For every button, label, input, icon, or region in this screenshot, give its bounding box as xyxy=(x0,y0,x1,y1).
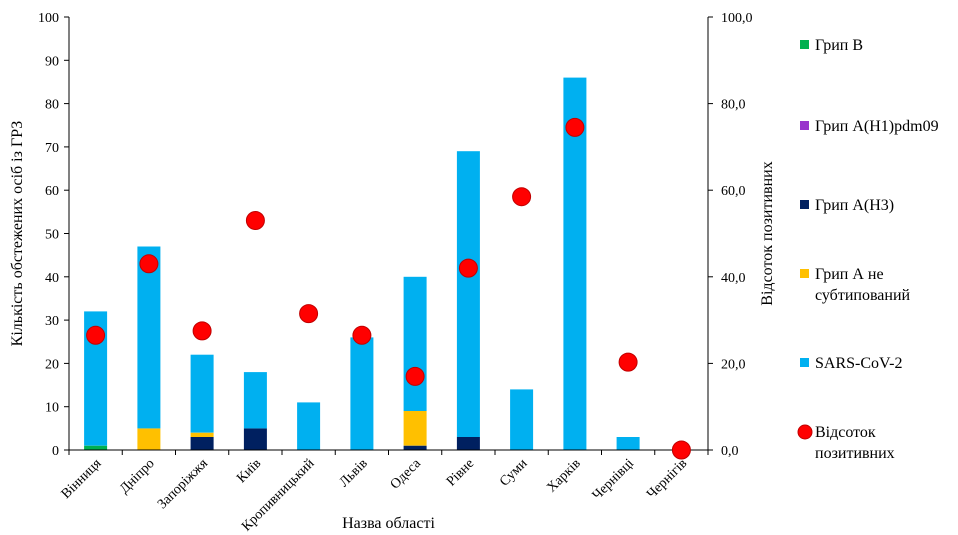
legend-swatch-sars xyxy=(800,358,809,367)
legend: Грип В Грип A(H1)pdm09 Грип A(H3) Грип А не… xyxy=(797,37,939,462)
y-tick-label: 100 xyxy=(38,11,59,26)
y-tick-label: 30 xyxy=(45,314,59,329)
x-tick-label: Рівне xyxy=(444,456,477,489)
y-tick-label: 70 xyxy=(45,141,59,156)
legend-label: позитивних xyxy=(815,445,895,462)
y2-tick-label: 0,0 xyxy=(721,444,739,459)
percent-marker-9 xyxy=(565,117,585,137)
bar-series2-3 xyxy=(243,428,267,450)
y-tick-label: 50 xyxy=(45,228,59,243)
y-tick-label: 20 xyxy=(45,357,59,372)
legend-label: SARS-CoV-2 xyxy=(815,355,902,372)
y2-tick-label: 60,0 xyxy=(721,184,746,199)
legend-item-flu_b: Грип В xyxy=(800,37,863,54)
legend-item-sars: SARS-CoV-2 xyxy=(800,355,902,372)
legend-swatch-flu_b xyxy=(800,40,809,49)
bars-layer xyxy=(84,77,640,450)
legend-item-h1: Грип A(H1)pdm09 xyxy=(800,118,939,135)
markers-layer xyxy=(86,117,691,460)
bar-series3-2 xyxy=(190,432,214,437)
bar-series4-9 xyxy=(563,77,587,450)
bar-series4-2 xyxy=(190,354,214,433)
percent-marker-0 xyxy=(86,325,106,345)
legend-swatch-pct xyxy=(797,424,813,440)
bar-series4-3 xyxy=(243,372,267,429)
y-axis-title: Кількість обстежених осіб із ГРЗ xyxy=(9,121,26,347)
legend-item-a_unsub: Грип А не субтипований xyxy=(800,266,911,304)
percent-marker-7 xyxy=(458,258,478,278)
x-tick-label: Чернігів xyxy=(644,456,690,502)
legend-label: Грип A(H1)pdm09 xyxy=(815,118,939,135)
x-tick-label: Запоріжжя xyxy=(155,456,211,512)
x-tick-label: Львів xyxy=(337,456,371,490)
y-tick-label: 60 xyxy=(45,184,59,199)
legend-label: Відсоток xyxy=(815,424,876,441)
bar-series4-7 xyxy=(456,151,480,437)
y-tick-label: 80 xyxy=(45,98,59,113)
bar-series4-0 xyxy=(84,311,108,446)
bar-series4-10 xyxy=(616,437,640,450)
percent-marker-5 xyxy=(352,325,372,345)
y2-tick-label: 80,0 xyxy=(721,98,746,113)
y2-axis-title: Відсоток позитивних xyxy=(759,161,776,305)
legend-label: субтипований xyxy=(815,287,911,304)
bar-series4-1 xyxy=(137,246,161,429)
y-tick-label: 90 xyxy=(45,54,59,69)
x-tick-label: Київ xyxy=(234,456,264,486)
legend-label: Грип В xyxy=(815,37,863,54)
percent-marker-3 xyxy=(245,211,265,230)
legend-swatch-h1 xyxy=(800,121,809,130)
legend-swatch-a_unsub xyxy=(800,269,809,278)
legend-label: Грип А не xyxy=(815,266,884,283)
percent-marker-4 xyxy=(299,304,319,324)
percent-marker-8 xyxy=(512,187,532,207)
x-tick-label: Дніпро xyxy=(117,456,158,497)
bar-series4-5 xyxy=(350,337,374,450)
y2-tick-label: 40,0 xyxy=(721,271,746,286)
bar-series4-4 xyxy=(297,402,321,450)
legend-item-h3: Грип A(H3) xyxy=(800,197,894,214)
y-tick-label: 40 xyxy=(45,271,59,286)
percent-marker-6 xyxy=(405,366,425,386)
bar-series2-2 xyxy=(190,437,214,450)
x-axis-title: Назва області xyxy=(342,515,435,532)
y2-tick-label: 100,0 xyxy=(721,11,753,26)
x-tick-label: Харків xyxy=(544,456,584,496)
legend-label: Грип A(H3) xyxy=(815,197,894,214)
bar-series3-6 xyxy=(403,411,427,446)
percent-marker-1 xyxy=(139,254,159,274)
x-tick-label: Одеса xyxy=(388,456,425,493)
x-tick-label: Суми xyxy=(497,456,531,490)
bar-series3-1 xyxy=(137,428,161,450)
legend-item-pct: Відсоток позитивних xyxy=(797,424,895,462)
bar-series2-7 xyxy=(456,437,480,450)
percent-marker-10 xyxy=(618,352,638,372)
legend-swatch-h3 xyxy=(800,200,809,209)
x-tick-label: Вінниця xyxy=(59,456,105,502)
y-tick-label: 10 xyxy=(45,401,59,416)
y2-tick-label: 20,0 xyxy=(721,357,746,372)
percent-marker-11 xyxy=(671,440,691,460)
y-tick-label: 0 xyxy=(52,444,59,459)
bar-series4-6 xyxy=(403,276,427,411)
bar-series0-0 xyxy=(84,445,108,450)
percent-marker-2 xyxy=(192,321,212,341)
x-tick-label: Чернівці xyxy=(590,456,637,503)
bar-series4-8 xyxy=(510,389,534,450)
axes-layer xyxy=(68,17,709,451)
bar-series2-6 xyxy=(403,445,427,450)
